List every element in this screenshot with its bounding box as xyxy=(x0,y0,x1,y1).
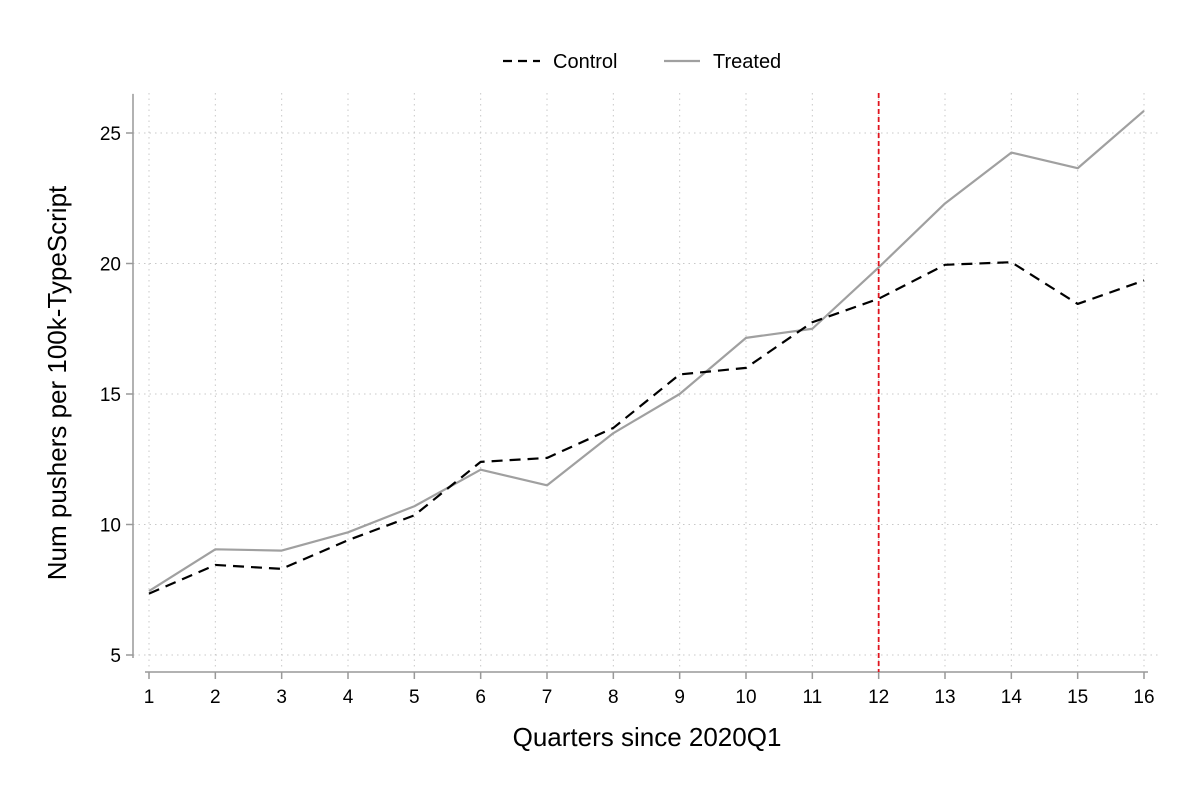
y-tick-label-20: 20 xyxy=(100,255,121,276)
x-tick-label-2: 2 xyxy=(210,687,221,708)
y-tick-label-5: 5 xyxy=(110,646,121,667)
y-tick-label-10: 10 xyxy=(100,516,121,537)
x-axis-title: Quarters since 2020Q1 xyxy=(513,722,782,752)
x-tick-label-14: 14 xyxy=(1001,687,1023,708)
x-tick-label-13: 13 xyxy=(934,687,955,708)
grid xyxy=(133,93,1158,668)
x-tick-label-16: 16 xyxy=(1133,687,1154,708)
x-tick-label-9: 9 xyxy=(674,687,685,708)
x-tick-label-15: 15 xyxy=(1067,687,1088,708)
series-line-control xyxy=(148,261,1145,595)
series-line-treated xyxy=(148,109,1145,592)
x-tick-label-10: 10 xyxy=(735,687,756,708)
x-tick-label-6: 6 xyxy=(475,687,486,708)
x-tick-label-5: 5 xyxy=(409,687,420,708)
y-tick-label-25: 25 xyxy=(100,124,121,145)
x-tick-label-1: 1 xyxy=(144,687,155,708)
y-axis-title: Num pushers per 100k-TypeScript xyxy=(42,185,72,580)
x-tick-label-3: 3 xyxy=(276,687,287,708)
legend-label-control: Control xyxy=(553,51,617,73)
x-tick-label-12: 12 xyxy=(868,687,889,708)
x-tick-label-11: 11 xyxy=(802,687,822,708)
legend-label-treated: Treated xyxy=(713,51,781,73)
x-tick-label-4: 4 xyxy=(343,687,354,708)
y-tick-label-15: 15 xyxy=(100,385,121,406)
x-tick-label-7: 7 xyxy=(542,687,553,708)
legend: Control Treated xyxy=(503,51,781,73)
series-layer xyxy=(148,109,1145,595)
x-tick-label-8: 8 xyxy=(608,687,619,708)
